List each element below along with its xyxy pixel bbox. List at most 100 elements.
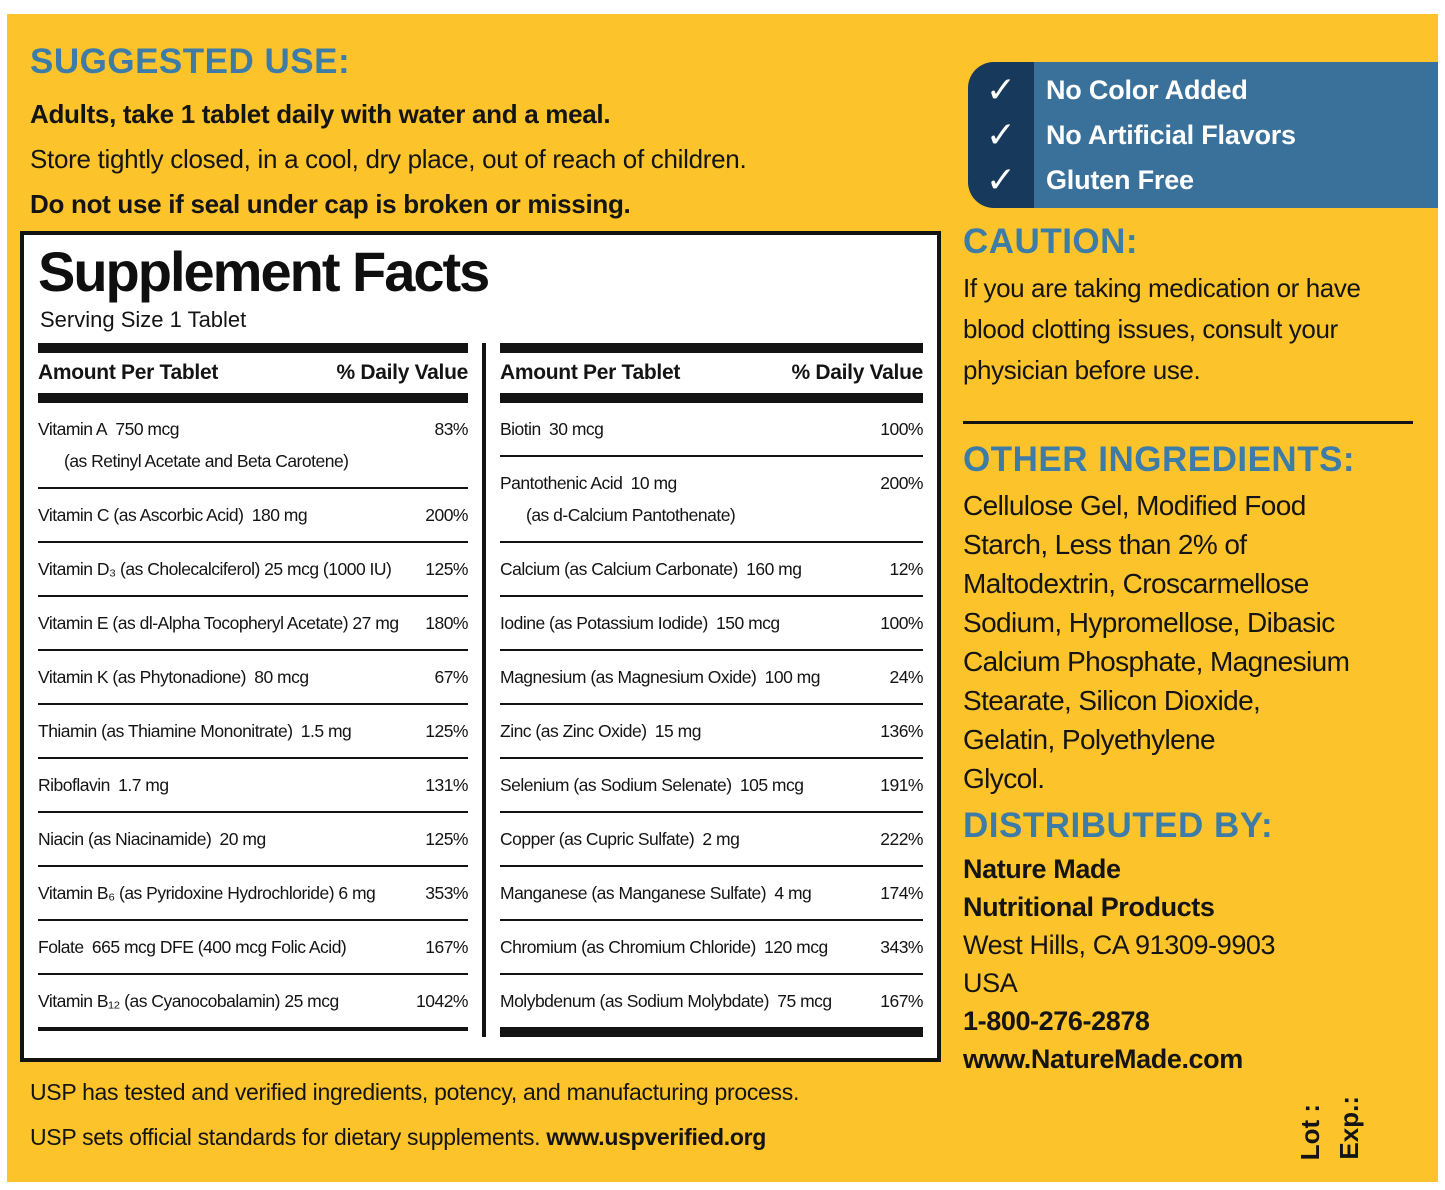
nutrient-dv: 200% <box>425 505 468 525</box>
divider-bar <box>500 343 923 353</box>
distributor-division: Nutritional Products <box>963 892 1215 922</box>
lot-label: Lot : <box>1295 1103 1325 1160</box>
nutrient-name: Vitamin C (as Ascorbic Acid) 180 mg <box>38 505 308 525</box>
nutrient-row: Calcium (as Calcium Carbonate) 160 mg 12… <box>500 541 923 595</box>
nutrient-row: Thiamin (as Thiamine Mononitrate) 1.5 mg… <box>38 703 468 757</box>
divider-line <box>38 1027 468 1031</box>
nutrient-dv: 67% <box>434 667 468 687</box>
nutrient-name: Vitamin B₆ (as Pyridoxine Hydrochloride)… <box>38 883 376 903</box>
nutrient-rows: Vitamin A 750 mcg (as Retinyl Acetate an… <box>38 403 469 1027</box>
lot-exp-block: Lot : Exp.: <box>1295 1048 1365 1160</box>
suggested-use-section: SUGGESTED USE: Adults, take 1 tablet dai… <box>30 42 940 227</box>
other-ingredients-line: Maltodextrin, Croscarmellose <box>963 568 1309 599</box>
usp-note: USP has tested and verified ingredients,… <box>30 1070 930 1160</box>
nutrient-row: Manganese (as Manganese Sulfate) 4 mg 17… <box>500 865 923 919</box>
nutrient-dv: 125% <box>425 829 468 849</box>
caution-heading: CAUTION: <box>963 222 1139 261</box>
suggested-use-heading: SUGGESTED USE: <box>30 42 351 81</box>
nutrient-row: Selenium (as Sodium Selenate) 105 mcg 19… <box>500 757 923 811</box>
nutrient-dv: 83% <box>434 419 468 439</box>
nutrient-row: Pantothenic Acid 10 mg (as d-Calcium Pan… <box>500 455 923 541</box>
daily-value-header: % Daily Value <box>336 361 468 384</box>
amount-header: Amount Per Tablet <box>38 361 219 384</box>
nutrient-row: Vitamin D₃ (as Cholecalciferol) 25 mcg (… <box>38 541 468 595</box>
nutrient-dv: 125% <box>425 559 468 579</box>
nutrient-dv: 222% <box>880 829 923 849</box>
badge-label: Gluten Free <box>1046 164 1194 195</box>
column-divider <box>482 343 486 1037</box>
checkmark-icon: ✓ <box>985 159 1017 200</box>
nutrient-dv: 100% <box>880 419 923 439</box>
badge-label: No Artificial Flavors <box>1046 119 1296 150</box>
nutrient-row: Folate 665 mcg DFE (400 mcg Folic Acid) … <box>38 919 468 973</box>
suggested-use-line-2: Store tightly closed, in a cool, dry pla… <box>30 144 747 174</box>
other-ingredients-heading: OTHER INGREDIENTS: <box>963 440 1356 479</box>
nutrient-dv: 353% <box>425 883 468 903</box>
nutrient-row: Vitamin B₁₂ (as Cyanocobalamin) 25 mcg 1… <box>38 973 469 1027</box>
nutrient-name: Vitamin E (as dl-Alpha Tocopheryl Acetat… <box>38 613 399 633</box>
caution-line-1: If you are taking medication or have <box>963 273 1361 303</box>
nutrient-name: Chromium (as Chromium Chloride) 120 mcg <box>500 937 828 957</box>
nutrient-row: Biotin 30 mcg 100% <box>500 403 923 455</box>
facts-columns: Amount Per Tablet % Daily Value Vitamin … <box>38 343 923 1037</box>
nutrient-subname: (as Retinyl Acetate and Beta Carotene) <box>64 451 349 471</box>
panel-title: Supplement Facts <box>38 240 490 303</box>
distributor-address: West Hills, CA 91309-9903 <box>963 930 1276 960</box>
nutrient-dv: 167% <box>880 991 923 1011</box>
usp-line-2-text: USP sets official standards for dietary … <box>30 1124 547 1150</box>
claims-badge-box: ✓ No Color Added ✓ No Artificial Flavors… <box>968 62 1438 208</box>
nutrient-name: Pantothenic Acid 10 mg <box>500 473 677 493</box>
nutrient-name: Iodine (as Potassium Iodide) 150 mcg <box>500 613 780 633</box>
nutrient-name: Calcium (as Calcium Carbonate) 160 mg <box>500 559 802 579</box>
nutrient-rows: Biotin 30 mcg 100% Pantothenic Acid 10 m… <box>500 403 923 1027</box>
nutrient-dv: 100% <box>880 613 923 633</box>
nutrient-dv: 24% <box>889 667 923 687</box>
section-divider <box>963 421 1413 424</box>
nutrient-dv: 125% <box>425 721 468 741</box>
badge-row: ✓ No Artificial Flavors <box>968 114 1438 157</box>
nutrient-name: Molybdenum (as Sodium Molybdate) 75 mcg <box>500 991 832 1011</box>
column-header: Amount Per Tablet % Daily Value <box>38 353 468 393</box>
nutrient-row: Vitamin E (as dl-Alpha Tocopheryl Acetat… <box>38 595 468 649</box>
nutrient-dv: 180% <box>425 613 468 633</box>
nutrient-name: Copper (as Cupric Sulfate) 2 mg <box>500 829 740 849</box>
nutrient-name: Folate 665 mcg DFE (400 mcg Folic Acid) <box>38 937 347 957</box>
checkmark-icon: ✓ <box>985 114 1017 155</box>
other-ingredients-line: Calcium Phosphate, Magnesium <box>963 646 1350 677</box>
nutrient-name: Zinc (as Zinc Oxide) 15 mg <box>500 721 701 741</box>
caution-line-2: blood clotting issues, consult your <box>963 314 1338 344</box>
distributor-phone: 1-800-276-2878 <box>963 1006 1150 1036</box>
nutrient-row: Vitamin A 750 mcg (as Retinyl Acetate an… <box>38 403 468 487</box>
amount-header: Amount Per Tablet <box>500 361 681 384</box>
nutrient-row: Chromium (as Chromium Chloride) 120 mcg … <box>500 919 923 973</box>
nutrient-dv: 174% <box>880 883 923 903</box>
nutrient-subname: (as d-Calcium Pantothenate) <box>526 505 736 525</box>
usp-verified-url: www.uspverified.org <box>546 1124 767 1150</box>
nutrient-name: Niacin (as Niacinamide) 20 mg <box>38 829 266 849</box>
nutrient-name: Biotin 30 mcg <box>500 419 604 439</box>
nutrient-dv: 136% <box>880 721 923 741</box>
distributor-website: www.NatureMade.com <box>963 1044 1243 1074</box>
facts-column-right: Amount Per Tablet % Daily Value Biotin 3… <box>500 343 923 1037</box>
suggested-use-line-1: Adults, take 1 tablet daily with water a… <box>30 99 611 129</box>
column-header: Amount Per Tablet % Daily Value <box>500 353 923 393</box>
nutrient-name: Selenium (as Sodium Selenate) 105 mcg <box>500 775 804 795</box>
divider-bar <box>500 393 923 403</box>
checkmark-icon: ✓ <box>985 69 1017 110</box>
usp-line-2: USP sets official standards for dietary … <box>30 1115 930 1160</box>
distributor-country: USA <box>963 968 1018 998</box>
distributor-name: Nature Made <box>963 854 1121 884</box>
divider-bar <box>38 393 468 403</box>
suggested-use-line-3: Do not use if seal under cap is broken o… <box>30 189 631 219</box>
nutrient-name: Magnesium (as Magnesium Oxide) 100 mg <box>500 667 820 687</box>
nutrient-row: Copper (as Cupric Sulfate) 2 mg 222% <box>500 811 923 865</box>
other-ingredients-line: Sodium, Hypromellose, Dibasic <box>963 607 1335 638</box>
nutrient-name: Vitamin B₁₂ (as Cyanocobalamin) 25 mcg <box>38 991 339 1011</box>
other-ingredients-line: Gelatin, Polyethylene <box>963 724 1216 755</box>
other-ingredients-line: Cellulose Gel, Modified Food <box>963 490 1306 521</box>
nutrient-name: Manganese (as Manganese Sulfate) 4 mg <box>500 883 812 903</box>
badge-row: ✓ No Color Added <box>968 69 1438 112</box>
divider-bar <box>38 343 468 353</box>
nutrient-row: Vitamin K (as Phytonadione) 80 mcg 67% <box>38 649 468 703</box>
caution-line-3: physician before use. <box>963 355 1201 385</box>
